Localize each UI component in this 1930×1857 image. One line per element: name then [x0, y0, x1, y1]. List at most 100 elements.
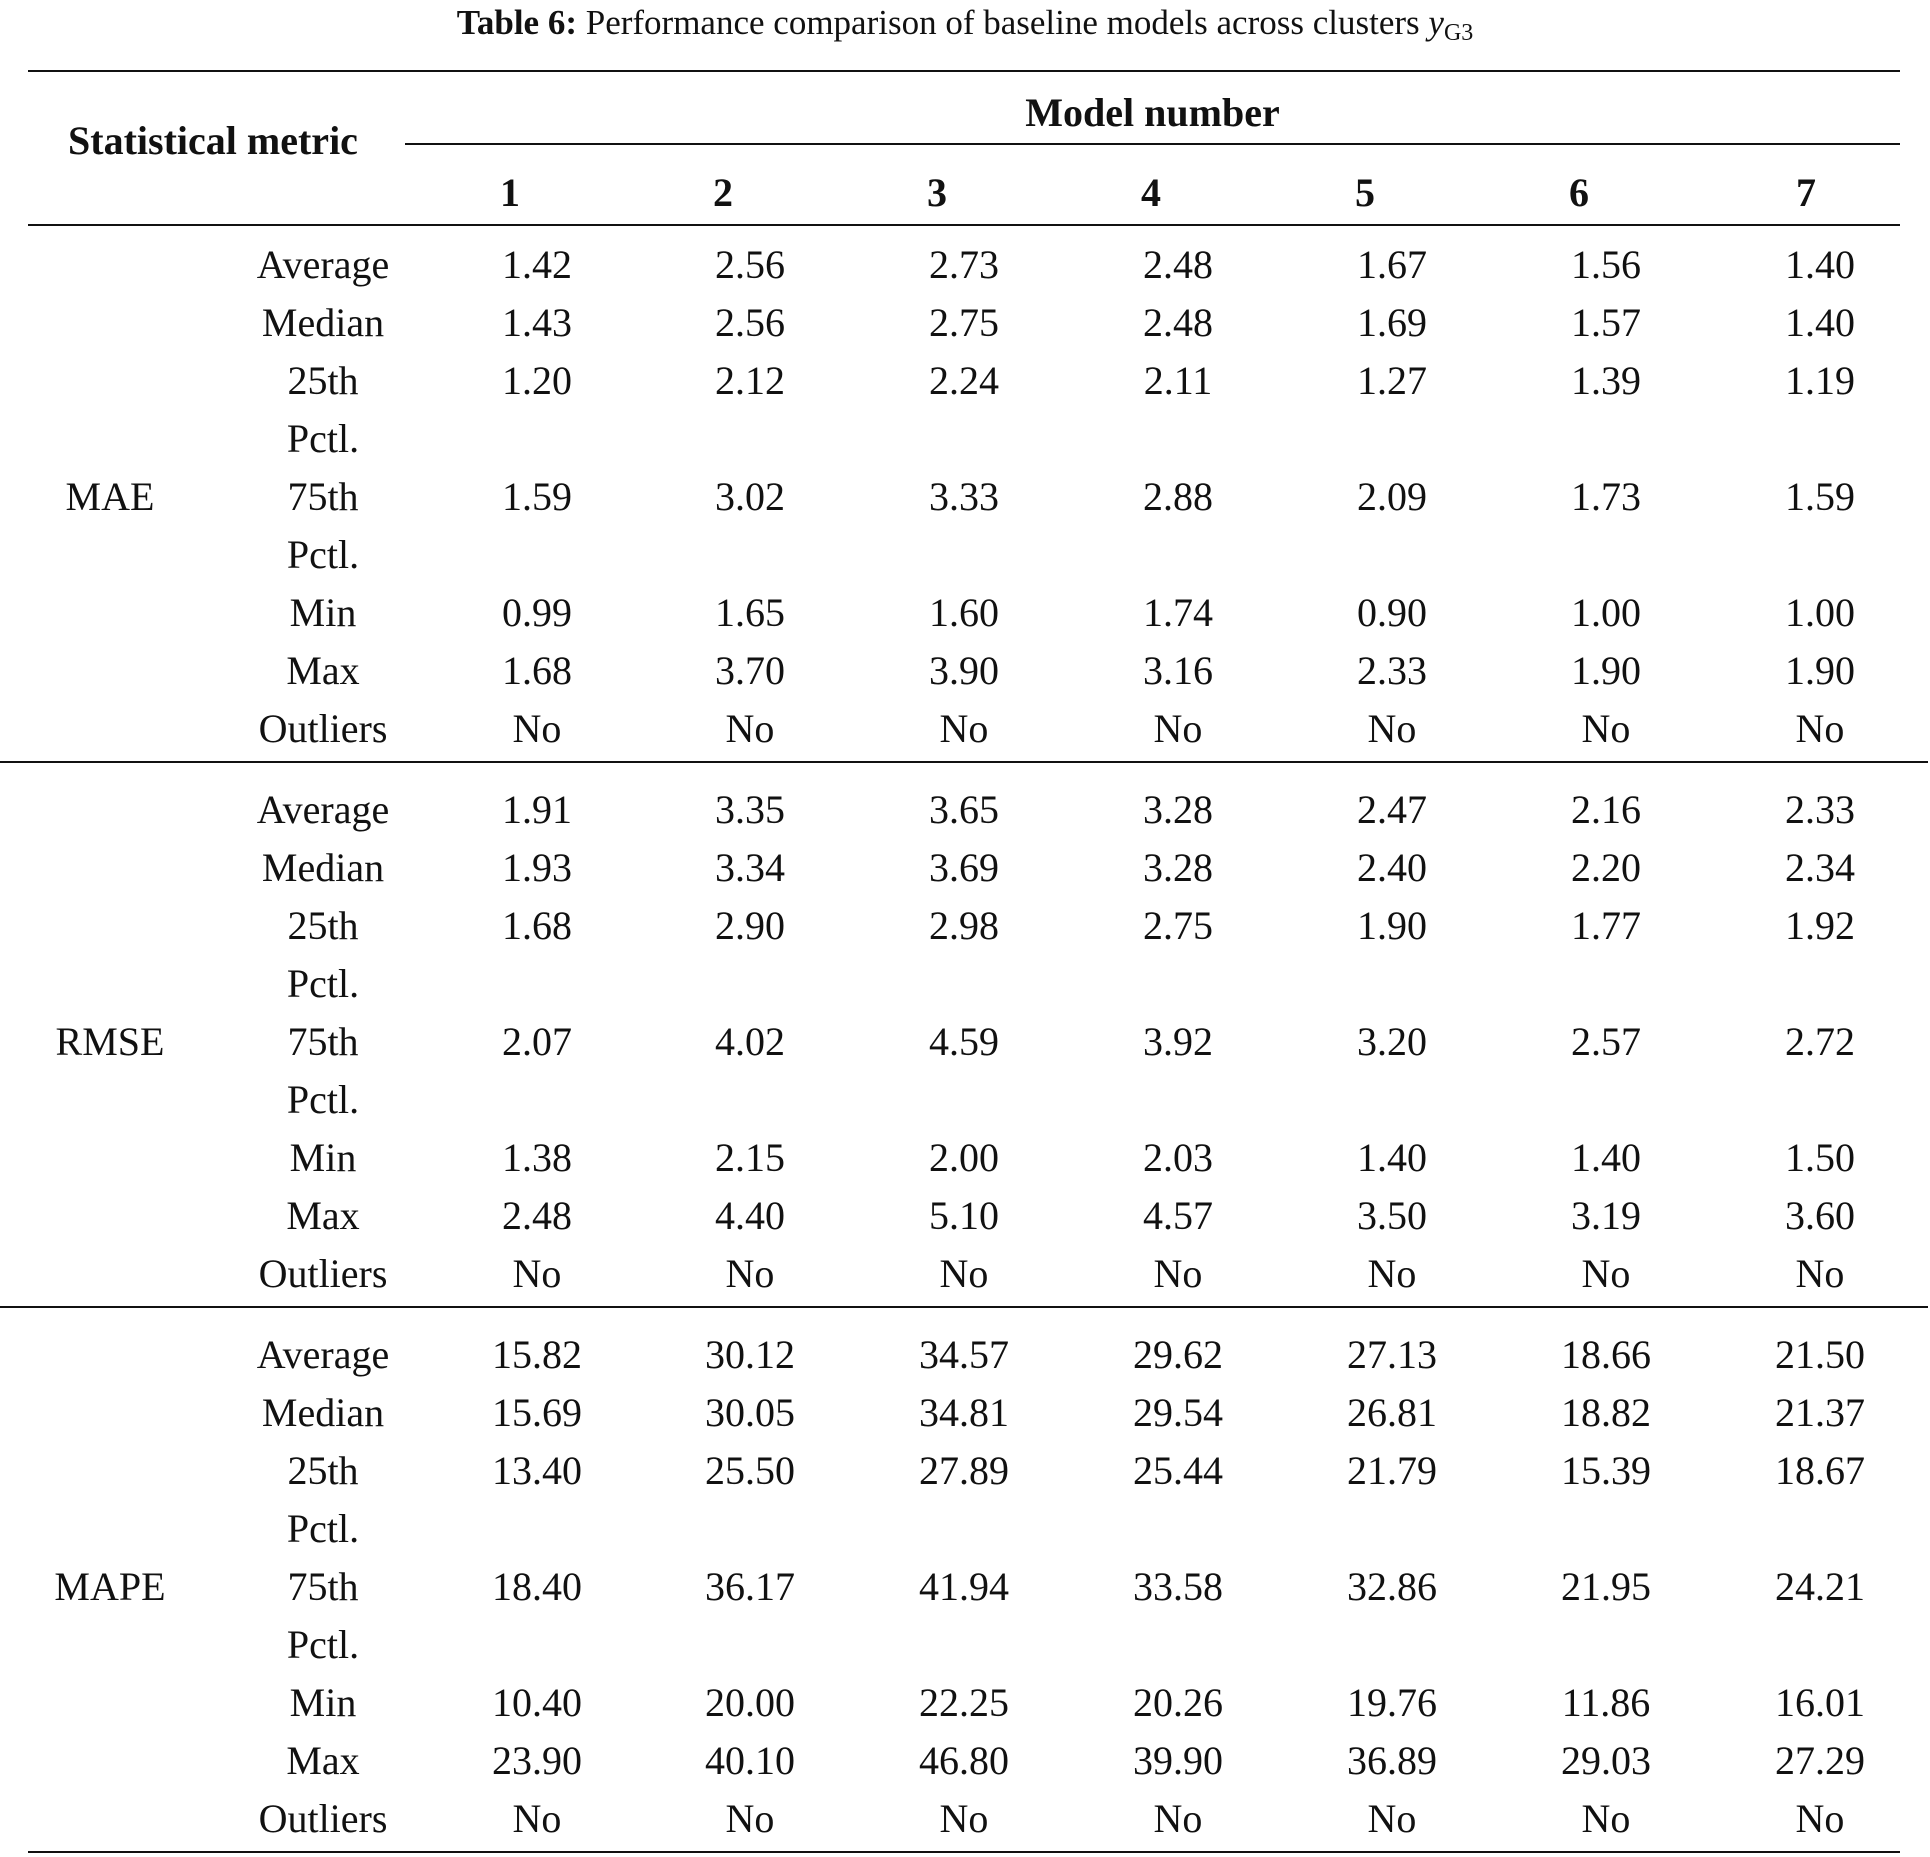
table-cell: 20.00: [705, 1680, 795, 1725]
stat-label: 75th Pctl.: [286, 474, 360, 577]
table-cell: 1.68: [502, 648, 572, 693]
table-cell: 15.39: [1561, 1448, 1651, 1493]
table-cell: No: [1153, 1796, 1203, 1841]
table-cell: No: [512, 1251, 562, 1296]
table-cell: 2.98: [929, 903, 999, 948]
table-cell: No: [1581, 1251, 1631, 1296]
table-cell: 1.59: [1785, 474, 1855, 519]
table-cell: No: [1367, 1796, 1417, 1841]
table-cell: 21.50: [1775, 1332, 1865, 1377]
table-cell: 1.90: [1571, 648, 1641, 693]
table-cell: 1.42: [502, 242, 572, 287]
table-cell: 1.93: [502, 845, 572, 890]
table-cell: 2.34: [1785, 845, 1855, 890]
table-cell: 1.60: [929, 590, 999, 635]
stat-label: Max: [286, 648, 360, 693]
table-cell: 4.40: [715, 1193, 785, 1238]
table-cell: 2.90: [715, 903, 785, 948]
table-cell: 1.90: [1785, 648, 1855, 693]
model-header-5: 5: [1355, 170, 1375, 215]
stat-label: Min: [289, 1135, 357, 1180]
table-cell: 1.68: [502, 903, 572, 948]
table-cell: 2.48: [502, 1193, 572, 1238]
model-group-rule: [405, 143, 1900, 145]
model-header-6: 6: [1569, 170, 1589, 215]
table-cell: 2.56: [715, 300, 785, 345]
table-cell: 21.95: [1561, 1564, 1651, 1609]
table-cell: No: [725, 1796, 775, 1841]
stat-label: Outliers: [258, 1796, 388, 1841]
top-rule: [28, 70, 1900, 72]
table-cell: 40.10: [705, 1738, 795, 1783]
table-cell: 29.62: [1133, 1332, 1223, 1377]
stat-label: Min: [289, 590, 357, 635]
table-cell: 32.86: [1347, 1564, 1437, 1609]
table-cell: 2.75: [929, 300, 999, 345]
table-cell: 1.39: [1571, 358, 1641, 403]
metric-label-rmse: RMSE: [55, 1019, 165, 1064]
table-cell: 1.73: [1571, 474, 1641, 519]
stat-label: Min: [289, 1680, 357, 1725]
table-cell: 2.33: [1357, 648, 1427, 693]
table-cell: 2.20: [1571, 845, 1641, 890]
stat-label: Average: [256, 242, 390, 287]
table-cell: 1.00: [1571, 590, 1641, 635]
stat-label: 75th Pctl.: [286, 1019, 360, 1122]
caption-label: Table 6:: [456, 3, 577, 42]
table-cell: 0.99: [502, 590, 572, 635]
table-cell: No: [939, 1251, 989, 1296]
table-cell: 39.90: [1133, 1738, 1223, 1783]
table-cell: 15.69: [492, 1390, 582, 1435]
table-cell: 2.12: [715, 358, 785, 403]
table-cell: No: [725, 1251, 775, 1296]
table-cell: 1.19: [1785, 358, 1855, 403]
table-cell: 21.37: [1775, 1390, 1865, 1435]
table-cell: 2.33: [1785, 787, 1855, 832]
table-cell: 1.69: [1357, 300, 1427, 345]
table-cell: 1.91: [502, 787, 572, 832]
caption-text: Performance comparison of baseline model…: [585, 3, 1420, 42]
table-cell: 2.09: [1357, 474, 1427, 519]
table-cell: 21.79: [1347, 1448, 1437, 1493]
table-cell: 3.28: [1143, 845, 1213, 890]
table-cell: 3.65: [929, 787, 999, 832]
table-cell: No: [1795, 1251, 1845, 1296]
table-cell: 13.40: [492, 1448, 582, 1493]
table-cell: 46.80: [919, 1738, 1009, 1783]
table-cell: 0.90: [1357, 590, 1427, 635]
section-rule-mae: [0, 761, 1928, 763]
table-cell: 3.16: [1143, 648, 1213, 693]
table-cell: 18.67: [1775, 1448, 1865, 1493]
model-header-7: 7: [1796, 170, 1816, 215]
table-cell: 1.20: [502, 358, 572, 403]
table-cell: 3.50: [1357, 1193, 1427, 1238]
table-cell: 22.25: [919, 1680, 1009, 1725]
table-cell: 1.90: [1357, 903, 1427, 948]
table-cell: No: [1581, 706, 1631, 751]
table-cell: No: [512, 1796, 562, 1841]
model-header-1: 1: [500, 170, 520, 215]
table-cell: 5.10: [929, 1193, 999, 1238]
table-cell: 26.81: [1347, 1390, 1437, 1435]
table-cell: 1.56: [1571, 242, 1641, 287]
stat-label: 75th Pctl.: [286, 1564, 360, 1667]
model-header-4: 4: [1141, 170, 1161, 215]
table-cell: 3.20: [1357, 1019, 1427, 1064]
table-cell: 3.92: [1143, 1019, 1213, 1064]
table-cell: 23.90: [492, 1738, 582, 1783]
table-cell: 19.76: [1347, 1680, 1437, 1725]
table-cell: 1.67: [1357, 242, 1427, 287]
table-cell: 4.59: [929, 1019, 999, 1064]
table-cell: 1.77: [1571, 903, 1641, 948]
stat-label: Outliers: [258, 706, 388, 751]
table-cell: 20.26: [1133, 1680, 1223, 1725]
table-cell: 2.03: [1143, 1135, 1213, 1180]
table-cell: 1.92: [1785, 903, 1855, 948]
table-cell: No: [1581, 1796, 1631, 1841]
table-cell: 2.15: [715, 1135, 785, 1180]
table-cell: 10.40: [492, 1680, 582, 1725]
table-cell: 2.56: [715, 242, 785, 287]
table-cell: No: [1367, 1251, 1417, 1296]
table-cell: 3.69: [929, 845, 999, 890]
header-bottom-rule: [28, 224, 1900, 226]
